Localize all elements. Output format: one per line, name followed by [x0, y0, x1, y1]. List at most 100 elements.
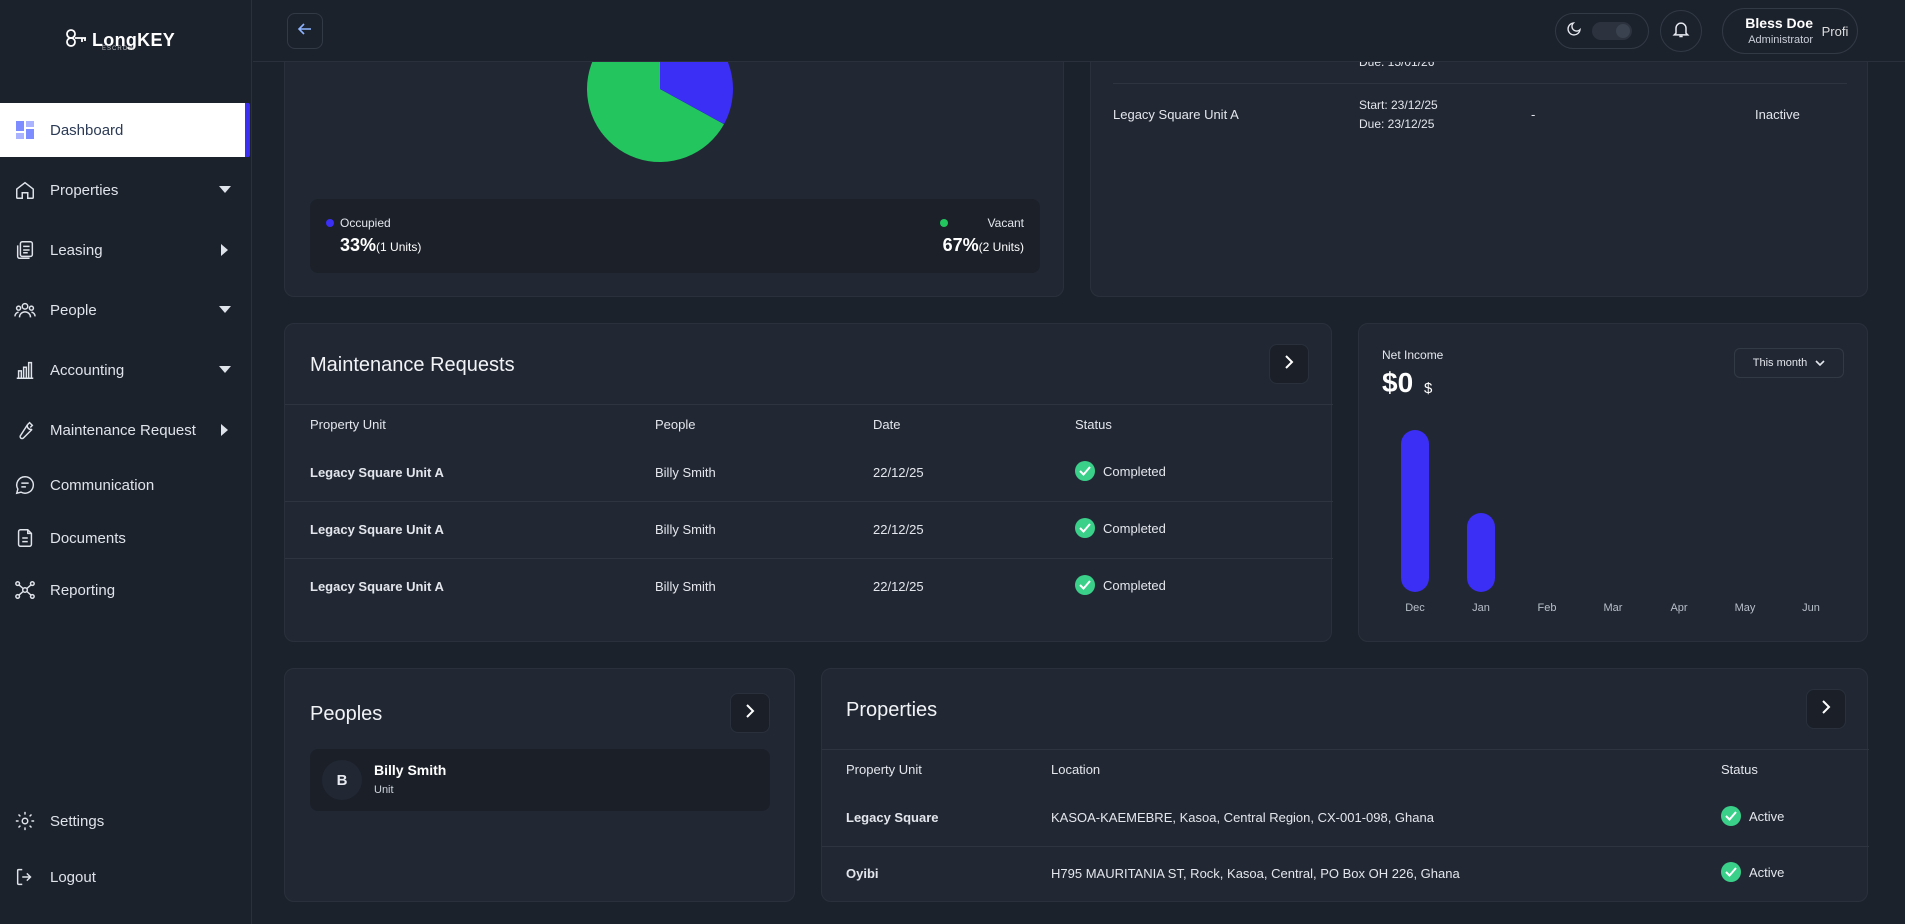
header-divider — [285, 404, 1333, 405]
row-location: KASOA-KAEMEBRE, Kasoa, Central Region, C… — [1051, 810, 1434, 825]
arrow-left-icon — [297, 21, 313, 42]
sidebar-item-documents[interactable]: Documents — [0, 511, 250, 565]
row-unit: Legacy Square Unit A — [310, 465, 444, 480]
user-profile[interactable]: Bless Doe Administrator Profi — [1722, 8, 1858, 54]
row-date: 22/12/25 — [873, 579, 924, 594]
sidebar-item-label: Properties — [50, 181, 119, 199]
bar-chart-icon — [14, 359, 36, 381]
tick-label-feb: Feb — [1537, 602, 1557, 614]
status-badge: Completed — [1075, 461, 1166, 481]
notifications-button[interactable] — [1660, 10, 1702, 52]
bar-dec — [1401, 430, 1429, 592]
caret-down-icon — [218, 363, 232, 377]
lease-amount: - — [1531, 107, 1536, 122]
toggle-switch[interactable] — [1592, 22, 1632, 40]
leases-card: Due: 15/01/26 Legacy Square Unit A Start… — [1090, 20, 1868, 297]
lease-unit: Legacy Square Unit A — [1113, 107, 1239, 122]
sidebar-item-reporting[interactable]: Reporting — [0, 563, 250, 617]
sidebar-item-label: Maintenance Request — [50, 421, 196, 439]
row-unit: Legacy Square — [846, 810, 939, 825]
chevron-right-icon — [1821, 699, 1831, 719]
logo-subtext: ESCROW — [102, 46, 135, 52]
avatar[interactable]: Profi — [1821, 24, 1849, 39]
theme-toggle[interactable] — [1555, 13, 1649, 49]
logo[interactable]: LongKEY ESCROW — [64, 26, 175, 55]
row-people: Billy Smith — [655, 465, 716, 480]
row-people: Billy Smith — [655, 522, 716, 537]
maintenance-requests-card: Maintenance Requests Property Unit Peopl… — [284, 323, 1333, 642]
tick-label-apr: Apr — [1670, 602, 1688, 614]
bell-icon — [1671, 19, 1691, 44]
lease-status: Inactive — [1755, 107, 1800, 122]
row-location: H795 MAURITANIA ST, Rock, Kasoa, Central… — [1051, 866, 1460, 881]
caret-right-icon — [218, 423, 232, 437]
status-badge: Active — [1721, 806, 1784, 826]
chat-icon — [14, 474, 36, 496]
user-name: Bless Doe — [1745, 15, 1813, 31]
people-icon — [14, 299, 36, 321]
properties-card: Properties Property Unit Location Status… — [821, 668, 1869, 902]
caret-right-icon — [218, 243, 232, 257]
occupancy-card: Occupied 33%(1 Units) Vacant 67%(2 Units… — [284, 20, 1064, 297]
moon-icon — [1566, 21, 1582, 42]
sidebar-item-accounting[interactable]: Accounting — [0, 343, 250, 397]
row-unit: Legacy Square Unit A — [310, 579, 444, 594]
sidebar: LongKEY ESCROW Dashboard Properties Leas… — [0, 0, 252, 924]
occupied-units: (1 Units) — [376, 240, 422, 254]
sidebar-item-leasing[interactable]: Leasing — [0, 223, 250, 277]
peoples-view-all-button[interactable] — [730, 693, 770, 733]
list-item[interactable]: B Billy Smith Unit — [310, 749, 770, 811]
sidebar-item-maintenance-request[interactable]: Maintenance Request — [0, 403, 250, 457]
chevron-down-icon — [1815, 357, 1825, 369]
status-text: Active — [1749, 808, 1785, 824]
status-badge: Completed — [1075, 518, 1166, 538]
home-icon — [14, 179, 36, 201]
document-icon — [14, 527, 36, 549]
chevron-right-icon — [745, 703, 755, 723]
sidebar-item-properties[interactable]: Properties — [0, 163, 250, 217]
column-header: Date — [873, 417, 901, 432]
topbar: Bless Doe Administrator Profi — [253, 0, 1905, 62]
column-header: Location — [1051, 762, 1101, 777]
status-text: Completed — [1103, 520, 1166, 536]
card-title: Peoples — [310, 703, 383, 725]
column-header: Status — [1721, 762, 1758, 777]
back-button[interactable] — [287, 13, 323, 49]
sidebar-item-label: Accounting — [50, 361, 125, 379]
check-circle-icon — [1075, 461, 1095, 481]
properties-view-all-button[interactable] — [1806, 689, 1846, 729]
sidebar-item-communication[interactable]: Communication — [0, 458, 250, 512]
logo-text: LongKEY — [92, 30, 176, 50]
sidebar-item-label: Settings — [50, 812, 105, 830]
row-divider — [822, 846, 1869, 847]
occupancy-legend: Occupied 33%(1 Units) Vacant 67%(2 Units… — [310, 199, 1040, 273]
maintenance-view-all-button[interactable] — [1269, 344, 1309, 384]
period-select[interactable]: This month — [1734, 348, 1844, 378]
sidebar-item-label: Leasing — [50, 241, 103, 259]
check-circle-icon — [1075, 518, 1095, 538]
bar-jan — [1467, 512, 1495, 592]
legend-occupied: Occupied — [326, 216, 391, 230]
status-text: Completed — [1103, 463, 1166, 479]
net-income-label: Net Income — [1382, 348, 1444, 362]
person-name: Billy Smith — [374, 762, 447, 778]
caret-down-icon — [218, 303, 232, 317]
sidebar-item-people[interactable]: People — [0, 283, 250, 337]
sidebar-item-label: Documents — [50, 529, 126, 547]
row-divider — [285, 558, 1333, 559]
vacant-percent: 67% — [942, 235, 979, 255]
sidebar-item-dashboard[interactable]: Dashboard — [0, 103, 250, 157]
row-unit: Legacy Square Unit A — [310, 522, 444, 537]
sidebar-item-logout[interactable]: Logout — [0, 850, 250, 904]
row-divider — [285, 501, 1333, 502]
lease-start: Start: 23/12/25 — [1359, 98, 1438, 112]
tick-label-jun: Jun — [1802, 602, 1820, 614]
check-circle-icon — [1075, 575, 1095, 595]
occupied-percent: 33% — [340, 235, 377, 255]
sidebar-item-settings[interactable]: Settings — [0, 794, 250, 848]
user-role: Administrator — [1748, 34, 1813, 46]
legend-vacant: Vacant — [939, 216, 1024, 230]
sidebar-item-label: Dashboard — [50, 121, 124, 139]
net-income-card: Net Income $0 $ This month Dec Jan Feb Mar A… — [1358, 323, 1868, 642]
occupied-dot — [326, 219, 334, 227]
